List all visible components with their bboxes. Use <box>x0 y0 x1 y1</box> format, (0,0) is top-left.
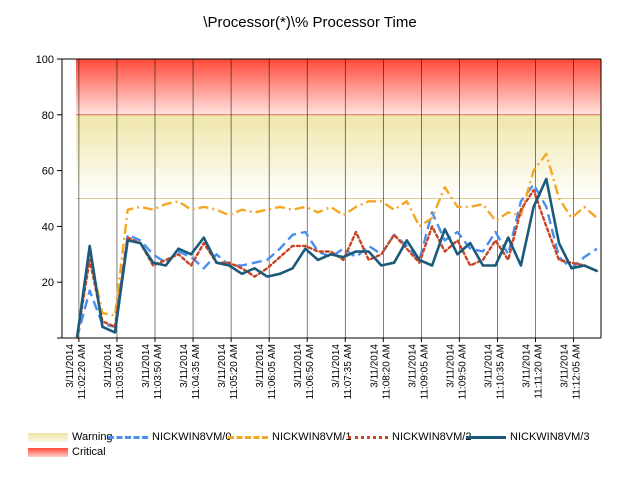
x-tick-label-time: 11:09:05 AM <box>419 344 430 399</box>
x-tick-label-date: 3/11/2014 <box>407 344 418 388</box>
legend-item-s2: NICKWIN8VM/2 <box>348 431 471 443</box>
x-tick-label-date: 3/11/2014 <box>560 344 571 388</box>
x-tick-label: 3/11/2014 11:09:05 AM <box>407 344 430 400</box>
legend-swatch-s3 <box>466 435 506 439</box>
chart-title: \Processor(*)\% Processor Time <box>203 14 417 31</box>
x-tick-label: 3/11/2014 11:12:05 AM <box>560 344 583 400</box>
x-tick-label-time: 11:06:05 AM <box>267 344 278 399</box>
x-tick-label-time: 11:04:35 AM <box>191 344 202 399</box>
legend-label-s1: NICKWIN8VM/1 <box>272 431 352 443</box>
legend-item-warning: Warning <box>28 431 113 443</box>
legend-label-warning: Warning <box>72 431 113 443</box>
legend-item-s1: NICKWIN8VM/1 <box>228 431 351 443</box>
x-tick-label-date: 3/11/2014 <box>65 344 76 388</box>
legend-item-critical: Critical <box>28 446 106 458</box>
y-tick-label: 80 <box>42 110 54 122</box>
series-line-nickwin8vm-3 <box>75 177 598 339</box>
x-tick-label-date: 3/11/2014 <box>103 344 114 388</box>
x-tick-label-date: 3/11/2014 <box>217 344 228 388</box>
x-tick-label-time: 11:11:20 AM <box>533 344 544 399</box>
x-tick-label-date: 3/11/2014 <box>331 344 342 388</box>
legend-swatch-warning <box>28 432 68 442</box>
x-tick-label-time: 11:08:20 AM <box>381 344 392 399</box>
x-tick-label-time: 11:06:50 AM <box>305 344 316 399</box>
x-tick-label: 3/11/2014 11:03:05 AM <box>103 344 126 400</box>
x-tick-label: 3/11/2014 11:11:20 AM <box>521 344 544 399</box>
series-line-nickwin8vm-0 <box>75 183 598 339</box>
y-tick-label: 40 <box>42 221 54 233</box>
band-warning <box>76 114 601 199</box>
x-tick-label-time: 11:07:35 AM <box>343 344 354 399</box>
legend-swatch-critical <box>28 447 68 457</box>
x-tick-label-time: 11:03:50 AM <box>153 344 164 399</box>
x-tick-label: 3/11/2014 11:04:35 AM <box>179 344 202 400</box>
x-tick-label-date: 3/11/2014 <box>369 344 380 388</box>
x-tick-label-date: 3/11/2014 <box>293 344 304 388</box>
legend-swatch-s2 <box>348 435 388 439</box>
legend-label-critical: Critical <box>72 446 106 458</box>
x-tick-label-time: 11:12:05 AM <box>572 344 583 399</box>
y-tick-label: 20 <box>42 277 54 289</box>
x-tick-label-time: 11:05:20 AM <box>229 344 240 399</box>
x-tick-label-time: 11:10:35 AM <box>495 344 506 399</box>
x-tick-label-date: 3/11/2014 <box>141 344 152 388</box>
x-tick-label: 3/11/2014 11:02:20 AM <box>65 344 88 400</box>
legend-label-s3: NICKWIN8VM/3 <box>510 431 590 443</box>
x-tick-label-date: 3/11/2014 <box>255 344 266 388</box>
x-tick-label: 3/11/2014 11:09:50 AM <box>445 344 468 400</box>
x-tick-label: 3/11/2014 11:05:20 AM <box>217 344 240 400</box>
x-tick-label-date: 3/11/2014 <box>179 344 190 388</box>
band-critical <box>76 59 601 115</box>
x-tick-label-time: 11:09:50 AM <box>457 344 468 399</box>
y-tick-label: 60 <box>42 166 54 178</box>
legend-swatch-s0 <box>108 435 148 439</box>
x-tick-label-date: 3/11/2014 <box>521 344 532 388</box>
x-tick-label-date: 3/11/2014 <box>445 344 456 388</box>
x-tick-label: 3/11/2014 11:07:35 AM <box>331 344 354 400</box>
x-tick-label: 3/11/2014 11:03:50 AM <box>141 344 164 400</box>
legend-label-s0: NICKWIN8VM/0 <box>152 431 232 443</box>
x-tick-label-date: 3/11/2014 <box>483 344 494 388</box>
x-tick-label-time: 11:02:20 AM <box>77 344 88 399</box>
legend-item-s3: NICKWIN8VM/3 <box>466 431 589 443</box>
x-tick-label-time: 11:03:05 AM <box>115 344 126 399</box>
x-tick-label: 3/11/2014 11:10:35 AM <box>483 344 506 400</box>
legend-item-s0: NICKWIN8VM/0 <box>108 431 231 443</box>
x-tick-label: 3/11/2014 11:08:20 AM <box>369 344 392 400</box>
series-line-nickwin8vm-1 <box>75 152 598 339</box>
x-tick-label: 3/11/2014 11:06:50 AM <box>293 344 316 400</box>
x-tick-label: 3/11/2014 11:06:05 AM <box>255 344 278 400</box>
legend-swatch-s1 <box>228 435 268 439</box>
legend-label-s2: NICKWIN8VM/2 <box>392 431 472 443</box>
y-tick-label: 100 <box>36 54 54 66</box>
